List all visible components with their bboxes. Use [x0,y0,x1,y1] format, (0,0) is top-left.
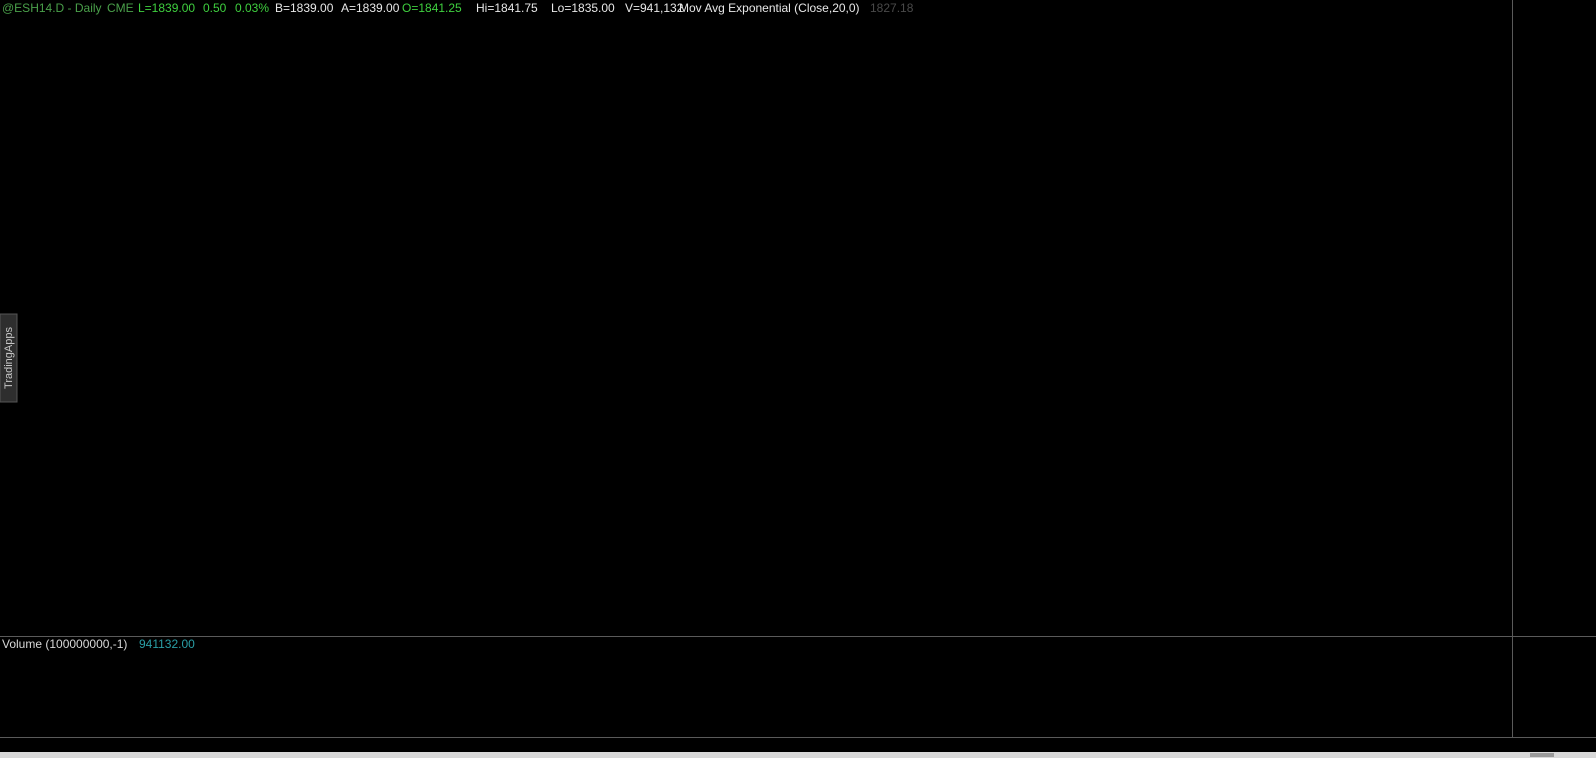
side-tab-box[interactable] [0,313,18,403]
symbol: @ESH14.D - Daily [2,1,102,15]
bid: B=1839.00 [275,1,334,15]
study-name: Mov Avg Exponential (Close,20,0) [679,1,860,15]
volume-last-value: 941132.00 [139,637,195,651]
net-change: 0.50 [203,1,227,15]
header: @ESH14.D - Daily CME L=1839.00 0.50 0.03… [2,1,914,15]
open: O=1841.25 [402,1,462,15]
volume: V=941,132 [625,1,684,15]
pct-change: 0.03% [235,1,269,15]
study-value: 1827.18 [870,1,914,15]
exchange: CME [107,1,134,15]
high: Hi=1841.75 [476,1,538,15]
status-strip [0,752,1596,758]
last-price: L=1839.00 [138,1,195,15]
status-grip [1530,753,1554,757]
side-tab-label[interactable]: TradingApps [3,327,15,389]
volume-title: Volume (100000000,-1) [2,637,127,651]
ask: A=1839.00 [341,1,400,15]
low: Lo=1835.00 [551,1,615,15]
side-tab[interactable]: TradingApps [0,313,18,403]
